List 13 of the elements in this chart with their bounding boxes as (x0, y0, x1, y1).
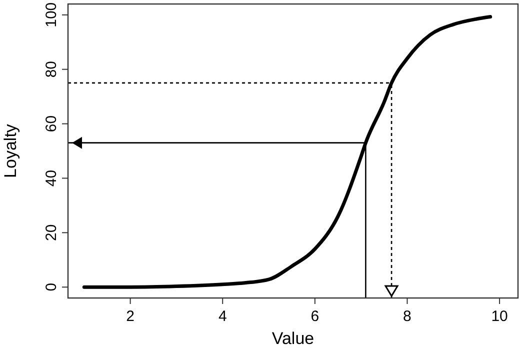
y-tick-label: 100 (43, 2, 60, 28)
y-tick-label: 80 (43, 60, 60, 78)
y-tick-label: 60 (43, 115, 60, 132)
x-tick-label: 10 (491, 308, 508, 325)
x-tick-label: 2 (126, 308, 134, 325)
y-axis-title: Loyalty (1, 124, 20, 178)
y-tick-label: 0 (43, 282, 60, 292)
x-tick-label: 8 (403, 308, 412, 325)
x-tick-label: 6 (310, 308, 320, 325)
y-tick-label: 20 (43, 224, 60, 242)
x-axis-title: Value (272, 329, 314, 348)
y-tick-label: 40 (43, 170, 60, 187)
x-tick-label: 4 (218, 308, 227, 325)
